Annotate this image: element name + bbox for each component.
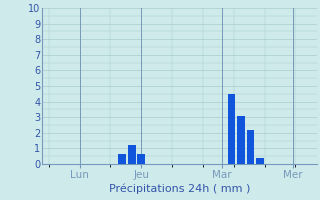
Bar (256, 158, 264, 164)
Bar (128, 145, 136, 164)
Bar (118, 154, 126, 164)
Bar (237, 116, 245, 164)
Bar (138, 154, 145, 164)
X-axis label: Précipitations 24h ( mm ): Précipitations 24h ( mm ) (108, 184, 250, 194)
Bar (228, 94, 235, 164)
Bar (247, 130, 254, 164)
